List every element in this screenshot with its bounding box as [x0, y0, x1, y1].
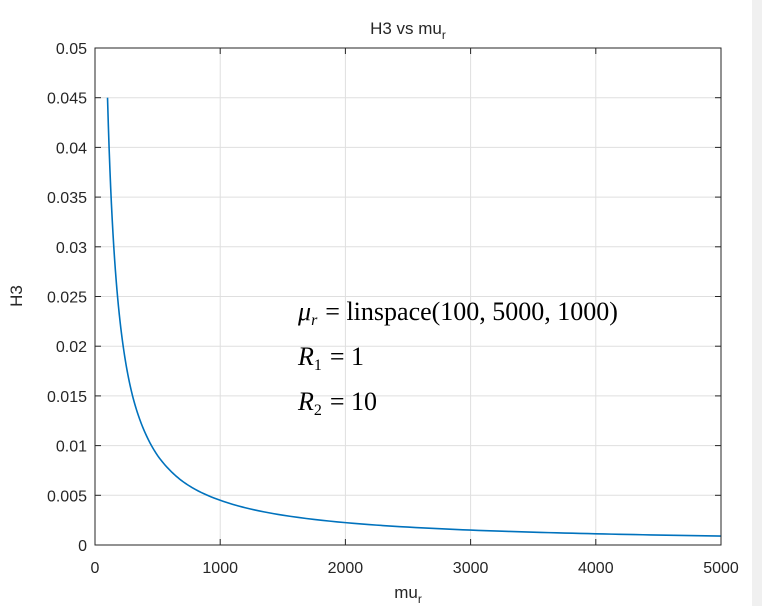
annotation-block: μr = linspace(100, 5000, 1000) R1 = 1 R2 = … — [297, 297, 618, 419]
series-layer — [106, 97, 722, 537]
y-tick-label: 0 — [78, 538, 87, 555]
x-tick-label: 0 — [91, 560, 100, 577]
y-axis-label: H3 — [7, 285, 26, 307]
x-tick-label: 2000 — [328, 560, 364, 577]
y-tick-label: 0.04 — [56, 140, 87, 157]
x-axis-label: mur — [394, 583, 422, 606]
series-line-h3 — [106, 97, 722, 537]
y-tick-label: 0.01 — [56, 439, 87, 456]
x-tick-label: 5000 — [703, 560, 739, 577]
grid-lines — [95, 48, 721, 545]
y-tick-label: 0.05 — [56, 41, 87, 58]
annotation-line-r1: R1 = 1 — [297, 342, 364, 374]
x-tick-label: 3000 — [453, 560, 489, 577]
y-tick-label: 0.005 — [47, 488, 87, 505]
y-tick-label: 0.03 — [56, 240, 87, 257]
y-tick-labels: 0 0.005 0.01 0.015 0.02 0.025 0.03 0.035 0.04 0.0… — [47, 41, 87, 555]
tick-marks — [94, 47, 722, 546]
x-tick-label: 4000 — [578, 560, 614, 577]
y-tick-label: 0.015 — [47, 389, 87, 406]
window-edge-strip — [752, 0, 762, 606]
chart-title: H3 vs mur — [370, 19, 446, 42]
y-tick-label: 0.035 — [47, 190, 87, 207]
chart-title-subscript: r — [442, 28, 446, 42]
x-axis-label-subscript: r — [418, 592, 422, 606]
y-tick-label: 0.045 — [47, 91, 87, 108]
x-tick-labels: 0 1000 2000 3000 4000 5000 — [91, 560, 739, 577]
x-tick-label: 1000 — [202, 560, 238, 577]
annotation-line-mu: μr = linspace(100, 5000, 1000) — [297, 297, 618, 329]
annotation-line-r2: R2 = 10 — [297, 387, 377, 419]
y-tick-label: 0.02 — [56, 339, 87, 356]
y-tick-label: 0.025 — [47, 290, 87, 307]
